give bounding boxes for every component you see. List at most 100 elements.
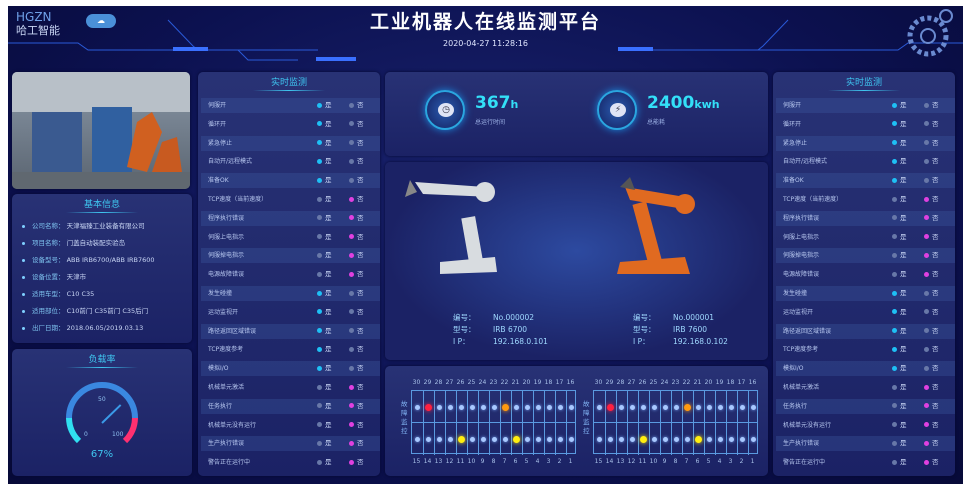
monitor-label: 准备OK [208,177,229,185]
yes-label: 是 [325,364,332,373]
fault-indicator-9 [481,437,486,442]
status-dot-icon [924,215,929,221]
status-dot-icon [892,346,897,352]
status-dot-icon [349,177,354,183]
monitor-row: 运动监视开 是 否 [201,305,380,320]
yes-indicator: 是 [892,342,907,357]
fault-number: 21 [511,379,520,386]
yes-label: 是 [900,232,907,241]
yes-indicator: 是 [317,267,332,282]
basic-info-list: 公司名称： 天津福臻工业装备有限公司 项目名称： 门盖自动装配实验岛 设备型号： A… [12,218,192,337]
monitor-row: 机械单元没有运行 是 否 [201,418,380,433]
no-indicator: 否 [349,305,364,320]
status-dot-icon [349,196,354,202]
fault-indicator-27 [448,405,453,410]
fault-indicator-13 [437,437,442,442]
monitor-row: 路径返回区域错误 是 否 [201,323,380,339]
yes-indicator: 是 [892,267,907,282]
yes-label: 是 [900,364,907,373]
fault-indicator-21 [696,405,701,410]
fault-grid [411,390,576,455]
no-label: 否 [357,157,364,166]
robot-ip-row: I P： 192.168.0.102 [633,336,728,348]
monitor-label: 电源故障错误 [208,271,245,279]
robot-id: No.000002 [493,313,535,322]
status-dot-icon [317,177,322,183]
no-label: 否 [357,176,364,185]
no-label: 否 [357,232,364,241]
info-item: 设备型号： ABB IRB6700/ABB IRB7600 [12,252,192,269]
monitor-row: 模拟I/O 是 否 [201,361,380,377]
datetime: 2020-04-27 11:28:16 [443,39,528,48]
yes-indicator: 是 [892,173,907,188]
monitor-row: 机械单元激活 是 否 [201,380,380,395]
yes-label: 是 [900,270,907,279]
monitor-label: 程序执行错误 [208,214,245,222]
fault-indicator-13 [619,437,624,442]
fault-number: 17 [555,379,564,386]
yes-label: 是 [325,458,332,467]
no-label: 否 [932,383,939,391]
fault-indicator-27 [630,405,635,410]
monitor-row: TCP速度（当前速度） 是 否 [201,192,380,207]
yes-indicator: 是 [317,173,332,188]
monitor-row: 机械单元激活 是 否 [776,380,955,395]
fault-number: 25 [467,379,476,386]
fault-number: 27 [445,379,454,386]
fault-indicator-16 [751,405,756,410]
monitor-label: 任务执行 [783,402,808,410]
info-key: 设备型号： [32,256,65,264]
no-indicator: 否 [924,418,939,433]
yes-indicator: 是 [317,98,332,113]
monitor-label: TCP速度参考 [783,346,819,354]
yes-label: 是 [900,307,907,316]
stat-label: 总运行时间 [475,119,506,126]
robot-field-label: I P： [453,337,470,346]
status-dot-icon [924,196,929,202]
fault-indicator-8 [674,437,679,442]
status-dot-icon [892,102,897,108]
fault-indicator-3 [547,437,552,442]
fault-indicator-5 [707,437,712,442]
robot-model-row: 型号： IRB 7600 [633,324,728,336]
no-label: 否 [357,307,364,316]
monitor-title: 实时监测 [773,72,955,91]
yes-label: 是 [325,401,332,410]
monitor-label: 程序执行错误 [783,214,820,222]
no-label: 否 [932,401,939,410]
gauge-band-high [122,417,138,444]
status-dot-icon [892,384,897,390]
status-dot-icon [924,252,929,258]
status-dot-icon [892,440,897,446]
no-indicator: 否 [349,455,364,470]
status-dot-icon [349,403,354,409]
fault-number: 16 [566,379,575,386]
no-indicator: 否 [349,418,364,433]
status-dot-icon [317,422,322,428]
yes-indicator: 是 [317,286,332,301]
monitor-row: 伺服上电指示 是 否 [201,230,380,245]
fault-indicator-1 [751,437,756,442]
no-indicator: 否 [924,380,939,395]
fault-indicator-10 [652,437,657,442]
yes-indicator: 是 [892,248,907,263]
status-dot-icon [317,215,322,221]
fault-indicator-2 [558,437,563,442]
fault-indicator-24 [663,405,668,410]
status-dot-icon [924,346,929,352]
status-dot-icon [349,440,354,446]
robot-ip-row: I P： 192.168.0.101 [453,336,548,348]
no-indicator: 否 [924,230,939,245]
page-title: 工业机器人在线监测平台 [369,11,601,33]
status-dot-icon [349,365,354,371]
yes-indicator: 是 [892,154,907,169]
load-value: 67% [91,449,113,460]
yes-indicator: 是 [892,361,907,376]
monitor-label: 准备OK [783,177,804,185]
status-dot-icon [924,140,929,146]
status-dot-icon [892,215,897,221]
info-value: 2018.06.05/2019.03.13 [66,324,144,332]
tick-label: 100 [112,431,124,438]
fault-number: 21 [693,379,702,386]
yes-indicator: 是 [892,98,907,113]
